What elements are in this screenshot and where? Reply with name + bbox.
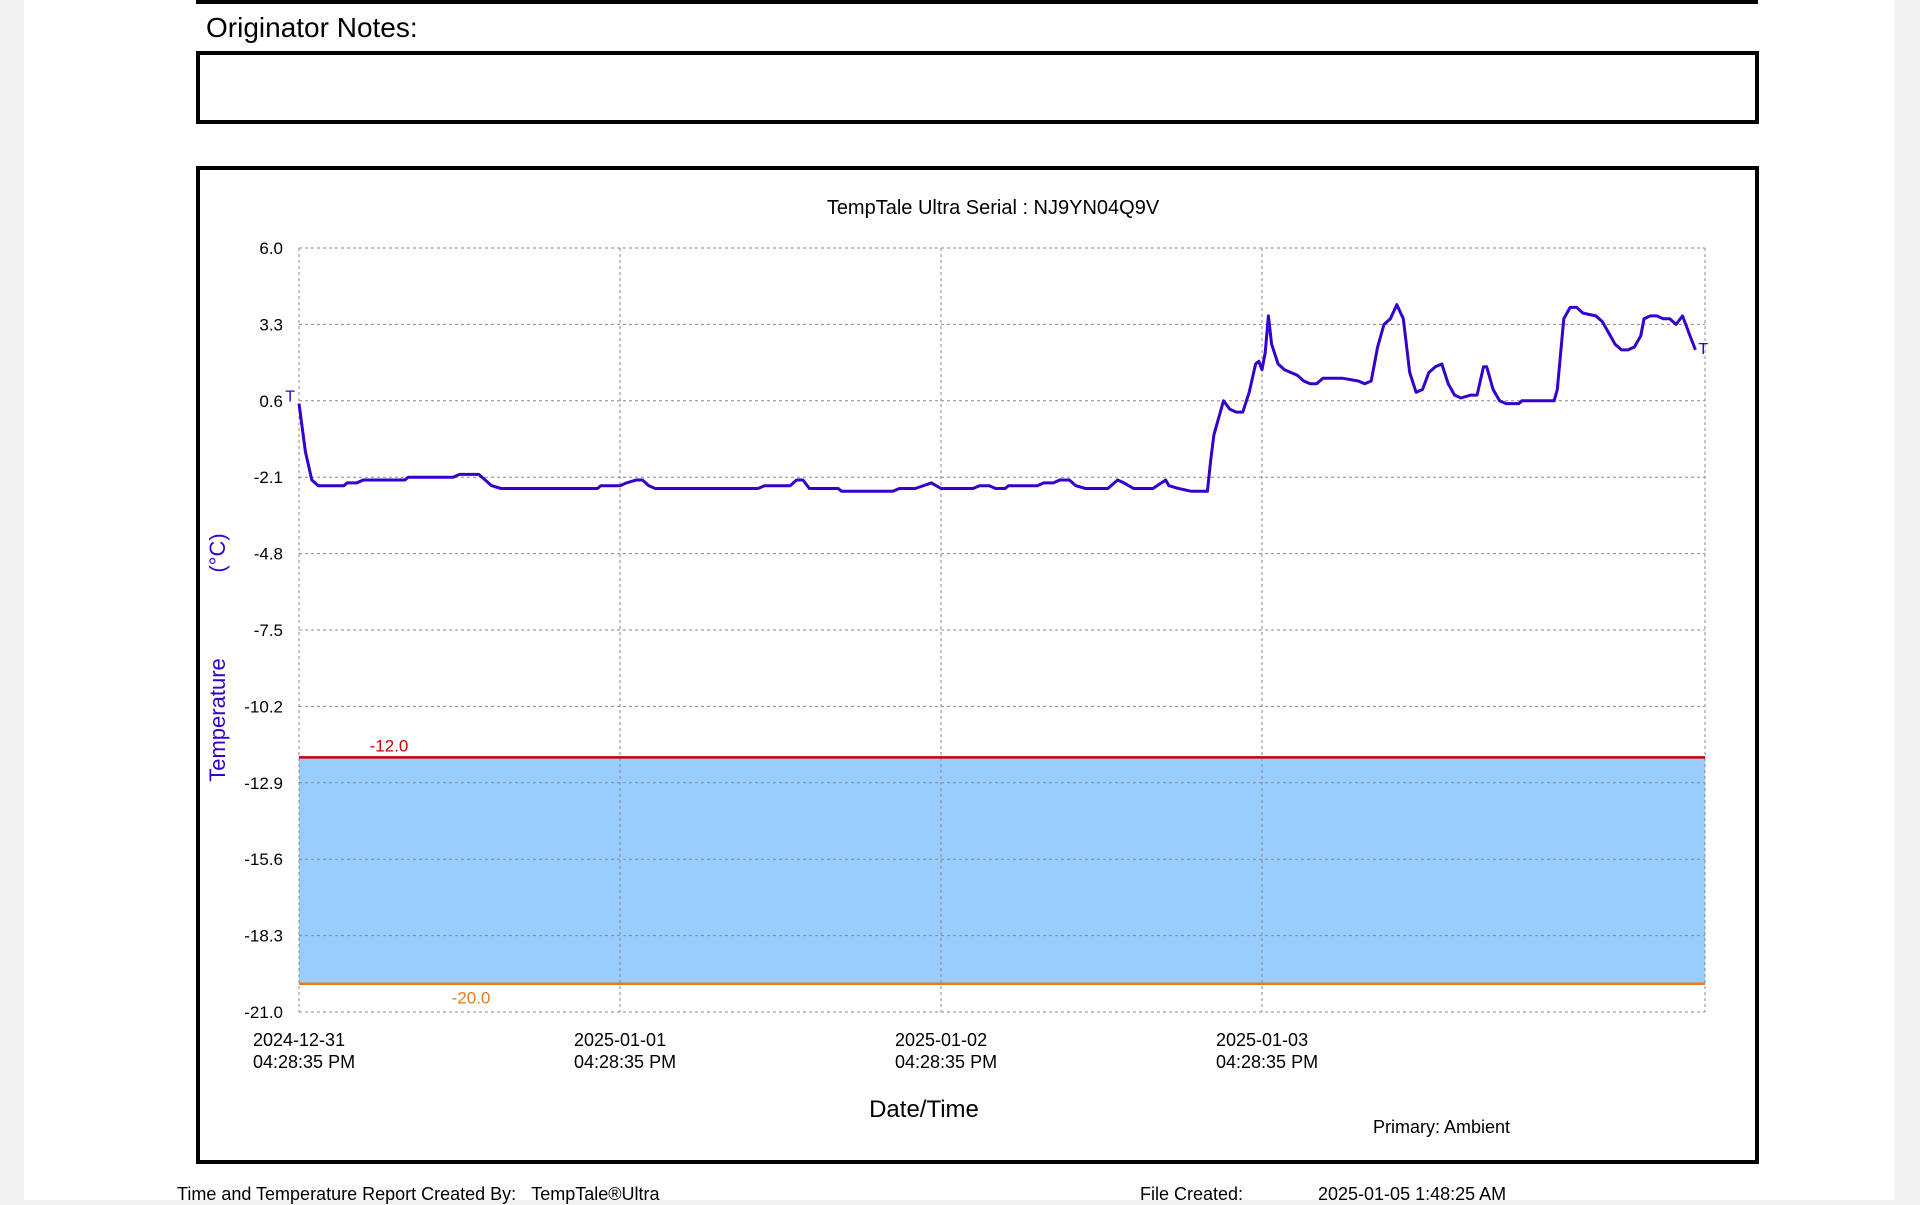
y-tick-label: 0.6	[259, 392, 283, 411]
y-tick-label: -21.0	[244, 1003, 283, 1022]
x-tick-time-label: 04:28:35 PM	[253, 1052, 355, 1072]
y-tick-label: -7.5	[254, 621, 283, 640]
footer-created-by-value: TempTale®Ultra	[531, 1184, 660, 1204]
x-tick-time-label: 04:28:35 PM	[574, 1052, 676, 1072]
chart-frame	[196, 166, 1759, 1164]
y-tick-label: -2.1	[254, 468, 283, 487]
y-tick-label: 6.0	[259, 239, 283, 258]
series-line-ambient	[297, 303, 1697, 493]
y-axis-label: Temperature	[205, 658, 230, 782]
footer-created-by: Time and Temperature Report Created By: …	[177, 1184, 660, 1205]
end-marker: T	[1698, 341, 1708, 358]
x-tick-date-label: 2025-01-01	[574, 1030, 666, 1050]
x-tick-date-label: 2025-01-02	[895, 1030, 987, 1050]
x-axis-label: Date/Time	[869, 1096, 979, 1123]
originator-notes-box	[196, 51, 1759, 124]
acceptable-range-band	[299, 757, 1705, 984]
x-tick-time-label: 04:28:35 PM	[1216, 1052, 1318, 1072]
y-tick-label: -15.6	[244, 850, 283, 869]
lower-limit-label: -20.0	[452, 989, 491, 1008]
y-tick-label: -18.3	[244, 927, 283, 946]
footer-file-created-value: 2025-01-05 1:48:25 AM	[1318, 1184, 1507, 1204]
temperature-chart: TempTale Ultra Serial : NJ9YN04Q9V 6.0 3.…	[205, 197, 1708, 1137]
x-tick-date-label: 2025-01-03	[1216, 1030, 1308, 1050]
plot-area: 6.0 3.3 0.6 -2.1 -4.8 -7.5 -10.2 -12.9 -15.6 -18.…	[244, 239, 1708, 1072]
upper-limit-label: -12.0	[370, 736, 409, 755]
y-tick-label: 3.3	[259, 315, 283, 334]
previous-section-box	[196, 0, 1758, 4]
x-tick-date-label: 2024-12-31	[253, 1030, 345, 1050]
legend-label: Primary: Ambient	[1373, 1117, 1510, 1137]
footer-created-by-label: Time and Temperature Report Created By:	[177, 1184, 517, 1204]
y-tick-label: -12.9	[244, 774, 283, 793]
y-tick-label: -10.2	[244, 697, 283, 716]
report-page: Originator Notes: TempTale Ultra Serial …	[24, 0, 1895, 1204]
x-tick-time-label: 04:28:35 PM	[895, 1052, 997, 1072]
start-marker: T	[285, 389, 295, 406]
y-tick-label: -4.8	[254, 545, 283, 564]
chart-title: TempTale Ultra Serial : NJ9YN04Q9V	[827, 197, 1160, 219]
footer-file-created-label: File Created:	[1140, 1184, 1244, 1204]
y-axis-unit-label: (°C)	[205, 533, 230, 572]
originator-notes-label: Originator Notes:	[206, 12, 418, 43]
